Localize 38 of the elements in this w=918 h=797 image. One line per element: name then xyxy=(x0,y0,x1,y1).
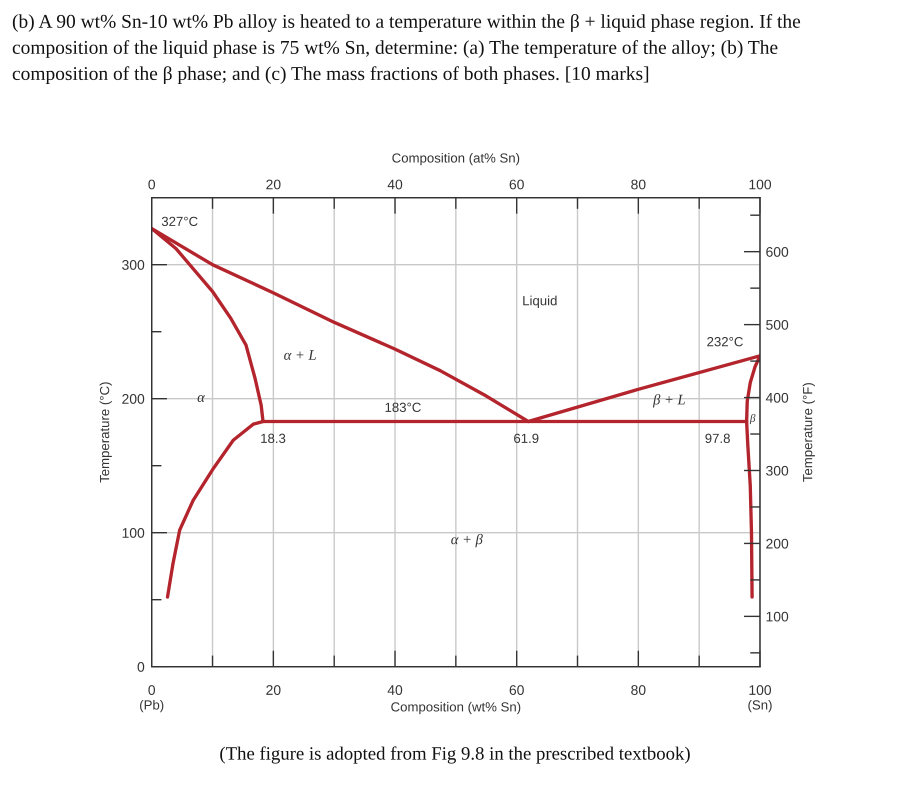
y-axis-title: Temperature (°C) xyxy=(100,382,112,483)
annotation: α + L xyxy=(284,350,316,360)
y2-tick-label: 300 xyxy=(766,466,788,476)
annotation: β xyxy=(750,414,756,424)
y-tick-label: 200 xyxy=(122,394,144,404)
y-tick-label: 0 xyxy=(138,662,144,672)
y2-tick-label: 200 xyxy=(766,538,788,549)
text: (The figure is adopted from Fig 9.8 in the prescribed textbook) xyxy=(220,746,690,764)
annotation: 327°C xyxy=(162,216,198,226)
x-axis-title: Composition (wt% Sn) xyxy=(391,702,520,714)
text: (Sn) xyxy=(748,700,772,712)
x-tick-label: 80 xyxy=(631,180,646,190)
annotation: Liquid xyxy=(523,296,557,308)
x2-tick-label: 20 xyxy=(266,685,281,695)
x2-tick-label: 0 xyxy=(148,685,156,695)
x2-tick-label: 40 xyxy=(388,685,402,695)
y2-axis-title: Temperature (°F) xyxy=(802,383,815,482)
x2-tick-label: 100 xyxy=(749,685,772,695)
annotation: β + L xyxy=(652,394,685,408)
y2-tick-label: 400 xyxy=(766,392,788,403)
x-tick-label: 20 xyxy=(266,180,281,190)
chart-title: (b) A 90 wt% Sn-10 wt% Pb alloy is heated to a temperature within the β + liquid phase region. If the composition of the liquid phase is 75 wt% Sn, determine: (a) The temperature of the alloy; (b) The composition of the β phase; and (c) The mass fractions of both phases. [10 marks] xyxy=(12,14,800,84)
x-tick-label: 100 xyxy=(749,180,772,190)
x-tick-label: 0 xyxy=(148,180,156,190)
y2-tick-label: 100 xyxy=(766,612,788,622)
x2-tick-label: 80 xyxy=(631,685,646,695)
annotation: 232°C xyxy=(707,337,743,346)
x-tick-label: 60 xyxy=(510,180,524,190)
y2-tick-label: 600 xyxy=(766,247,788,257)
x2-tick-label: 60 xyxy=(510,685,524,695)
y2-tick-label: 500 xyxy=(766,320,788,330)
annotation: α xyxy=(198,395,206,402)
y-tick-label: 300 xyxy=(122,260,144,270)
text: (Pb) xyxy=(140,700,164,712)
annotation: 183°C xyxy=(386,402,421,412)
x-tick-label: 40 xyxy=(388,180,402,190)
y-tick-label: 100 xyxy=(122,528,144,538)
x2-axis-title: Composition (at% Sn) xyxy=(392,152,520,166)
